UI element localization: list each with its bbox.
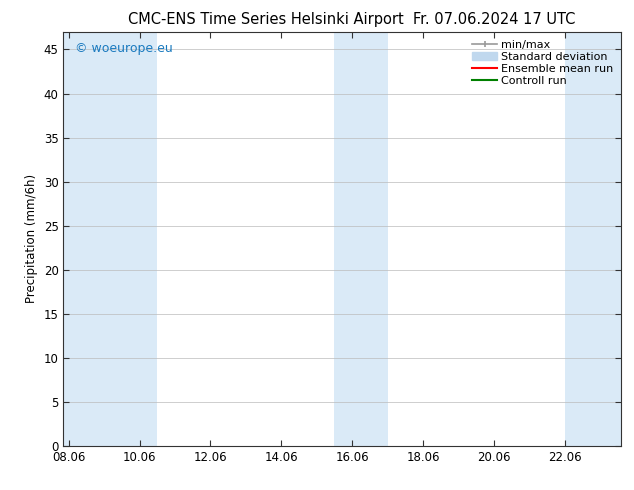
Bar	[565, 32, 621, 446]
Text: Fr. 07.06.2024 17 UTC: Fr. 07.06.2024 17 UTC	[413, 12, 576, 27]
Text: © woeurope.eu: © woeurope.eu	[75, 42, 172, 55]
Bar	[370, 32, 387, 446]
Text: CMC-ENS Time Series Helsinki Airport: CMC-ENS Time Series Helsinki Airport	[129, 12, 404, 27]
Y-axis label: Precipitation (mm/6h): Precipitation (mm/6h)	[25, 174, 38, 303]
Bar	[86, 32, 157, 446]
Bar	[63, 32, 86, 446]
Bar	[334, 32, 370, 446]
Legend: min/max, Standard deviation, Ensemble mean run, Controll run: min/max, Standard deviation, Ensemble me…	[470, 37, 616, 89]
